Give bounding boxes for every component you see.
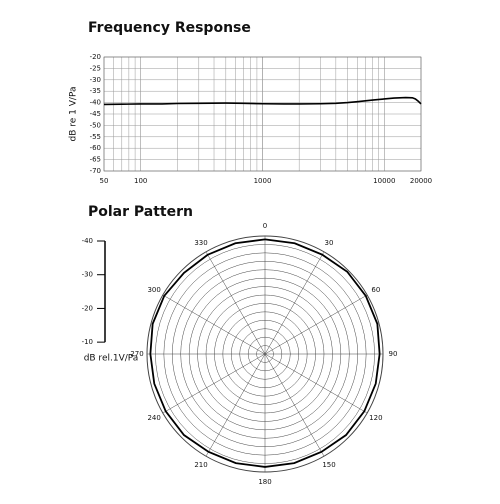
- y-tick-label: -20: [90, 53, 101, 61]
- angle-label: 150: [322, 461, 335, 469]
- polar-spoke: [264, 251, 325, 355]
- y-tick-label: -60: [90, 144, 101, 152]
- x-tick-label: 10000: [373, 177, 395, 185]
- angle-label: 240: [147, 414, 160, 422]
- angle-label: 30: [325, 239, 334, 247]
- y-tick-label: -25: [90, 64, 101, 72]
- chart-title: Frequency Response: [88, 20, 251, 36]
- polar-spoke: [264, 294, 368, 355]
- x-tick-label: 1000: [254, 177, 272, 185]
- x-tick-label: 20000: [410, 177, 432, 185]
- polar-spoke: [264, 353, 368, 414]
- response-line: [103, 96, 422, 106]
- y-axis-label: dB re 1 V/Pa: [69, 87, 79, 142]
- polar-spoke: [205, 353, 266, 457]
- y-tick-label: -45: [90, 110, 101, 118]
- angle-label: 270: [130, 350, 143, 358]
- scale-tick-label: -20: [82, 304, 93, 312]
- angle-label: 90: [389, 350, 398, 358]
- chart-title: Polar Pattern: [88, 204, 193, 220]
- scale-label: dB rel.1V/Pa: [84, 354, 139, 364]
- y-tick-label: -40: [90, 99, 101, 107]
- y-tick-label: -50: [90, 121, 101, 129]
- y-tick-label: -55: [90, 133, 101, 141]
- polar-spoke: [162, 294, 266, 355]
- angle-label: 330: [194, 239, 207, 247]
- angle-label: 60: [371, 286, 380, 294]
- y-tick-label: -70: [90, 167, 101, 175]
- polar-spoke: [264, 353, 325, 457]
- plot-frame: [103, 56, 422, 172]
- angle-label: 180: [258, 478, 271, 486]
- polar-line: [149, 238, 381, 468]
- polar-spoke: [162, 353, 266, 414]
- scale-tick-label: -10: [82, 338, 93, 346]
- scale-tick-label: -40: [82, 237, 93, 245]
- angle-label: 300: [147, 286, 160, 294]
- angle-label: 210: [194, 461, 207, 469]
- scale-tick-label: -30: [82, 271, 93, 279]
- x-tick-label: 50: [100, 177, 109, 185]
- y-tick-label: -35: [90, 87, 101, 95]
- angle-label: 0: [263, 222, 267, 230]
- polar-spoke: [205, 251, 266, 355]
- y-tick-label: -65: [90, 156, 101, 164]
- angle-label: 120: [369, 414, 382, 422]
- x-tick-label: 100: [134, 177, 147, 185]
- y-tick-label: -30: [90, 76, 101, 84]
